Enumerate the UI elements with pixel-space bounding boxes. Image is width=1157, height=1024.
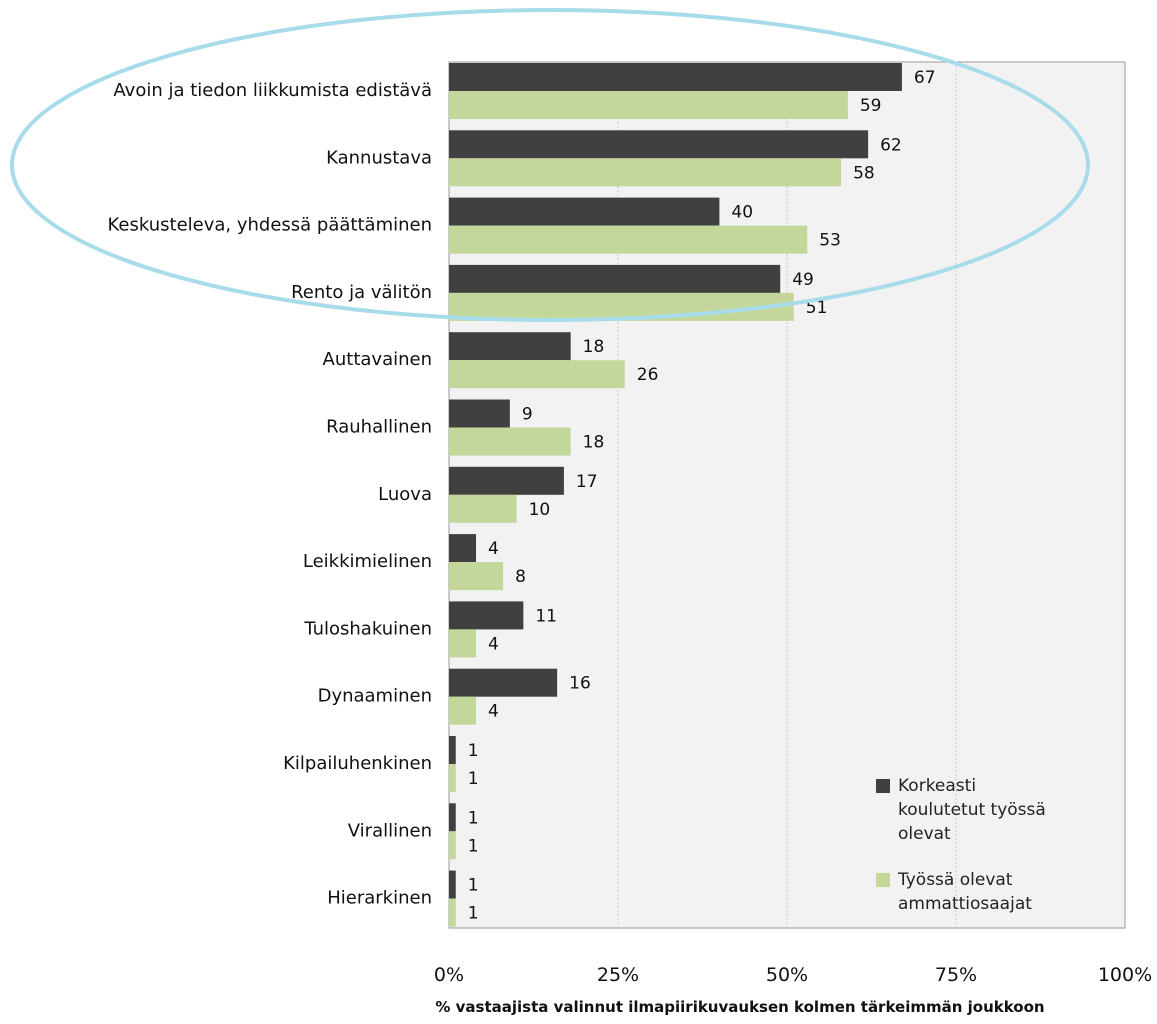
category-label: Virallinen	[348, 820, 432, 841]
x-tick-label: 0%	[434, 964, 464, 986]
data-label: 1	[468, 741, 479, 761]
bar-series-1	[449, 870, 456, 899]
category-label: Tuloshakuinen	[303, 618, 432, 639]
bar-series-2	[449, 764, 456, 792]
data-label: 4	[488, 539, 499, 559]
legend-swatch-series-1	[876, 779, 890, 793]
category-label: Auttavainen	[323, 349, 432, 370]
bar-series-1	[449, 264, 781, 293]
data-label: 4	[488, 702, 499, 722]
data-label: 10	[529, 500, 551, 520]
bar-series-1	[449, 803, 456, 832]
bar-series-2	[449, 91, 848, 119]
category-label: Kannustava	[326, 147, 432, 168]
bar-series-2	[449, 696, 477, 725]
category-label: Rauhallinen	[326, 417, 432, 438]
category-label: Avoin ja tiedon liikkumista edistävä	[113, 80, 432, 101]
bar-series-2	[449, 831, 456, 860]
bar-series-2	[449, 292, 794, 321]
data-label: 67	[914, 68, 936, 88]
data-label: 59	[860, 96, 882, 116]
data-label: 1	[468, 876, 479, 896]
bar-series-1	[449, 197, 720, 226]
data-label: 1	[468, 836, 479, 856]
data-label: 18	[583, 337, 605, 357]
bar-series-1	[449, 130, 869, 159]
category-label: Keskusteleva, yhdessä päättäminen	[108, 215, 432, 236]
data-label: 16	[569, 674, 591, 694]
bar-series-2	[449, 898, 456, 927]
data-label: 8	[515, 567, 526, 587]
bar-series-1	[449, 534, 477, 563]
bar-series-2	[449, 629, 477, 658]
category-label: Hierarkinen	[327, 888, 432, 909]
legend-swatch-series-2	[876, 873, 890, 887]
bar-series-1	[449, 63, 902, 91]
category-label: Kilpailuhenkinen	[283, 753, 432, 774]
data-label: 62	[880, 135, 902, 155]
legend-label-series-2: Työssä olevat ammattiosaajat	[898, 870, 1032, 914]
data-label: 1	[468, 904, 479, 924]
bar-series-2	[449, 158, 842, 187]
legend-label-series-1: Korkeasti koulutetut työssä olevat	[898, 776, 1046, 844]
data-label: 17	[576, 472, 598, 492]
category-label: Luova	[378, 484, 432, 505]
bar-series-2	[449, 427, 571, 456]
bar-series-1	[449, 601, 524, 630]
data-label: 53	[819, 231, 841, 251]
data-label: 26	[637, 365, 659, 385]
legend-item-series-2: Työssä olevat ammattiosaajat	[872, 868, 1132, 916]
bar-series-1	[449, 736, 456, 764]
data-label: 58	[853, 163, 875, 183]
data-label: 11	[535, 606, 557, 626]
x-tick-label: 25%	[597, 964, 639, 986]
chart-legend: Korkeasti koulutetut työssä olevat Työss…	[872, 774, 1132, 938]
data-label: 9	[522, 405, 533, 425]
category-label: Dynaaminen	[318, 686, 432, 707]
data-label: 1	[468, 808, 479, 828]
data-label: 51	[806, 298, 828, 318]
bar-series-1	[449, 466, 564, 495]
bar-series-2	[449, 360, 625, 389]
category-label: Leikkimielinen	[303, 551, 432, 572]
data-label: 1	[468, 769, 479, 789]
bar-series-1	[449, 332, 571, 361]
x-tick-label: 50%	[766, 964, 808, 986]
bar-series-1	[449, 668, 558, 697]
highlight-ellipse	[10, 8, 1090, 322]
data-label: 49	[792, 270, 814, 290]
bar-series-1	[449, 399, 510, 428]
data-label: 4	[488, 634, 499, 654]
bar-series-2	[449, 494, 517, 523]
x-tick-label: 100%	[1098, 964, 1152, 986]
category-label: Rento ja välitön	[291, 282, 432, 303]
bar-series-2	[449, 562, 504, 591]
x-axis-title: % vastaajista valinnut ilmapiirikuvaukse…	[435, 998, 1045, 1016]
bar-series-2	[449, 225, 808, 254]
data-label: 18	[583, 433, 605, 453]
legend-item-series-1: Korkeasti koulutetut työssä olevat	[872, 774, 1132, 846]
data-label: 40	[731, 203, 753, 223]
x-tick-label: 75%	[935, 964, 977, 986]
